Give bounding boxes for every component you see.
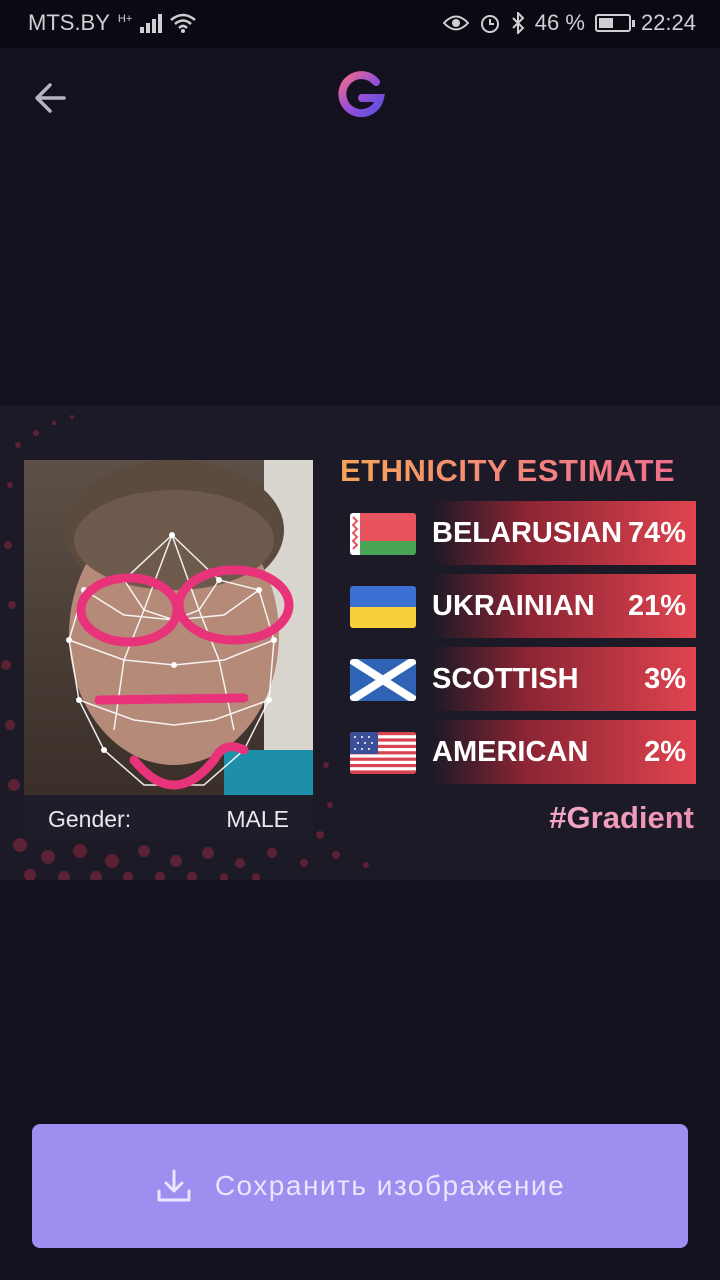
percentage-bar bbox=[432, 574, 696, 638]
battery-icon bbox=[594, 14, 635, 32]
ethnicity-name: AMERICAN bbox=[432, 736, 589, 768]
ethnicity-name: SCOTTISH bbox=[432, 663, 579, 695]
ethnicity-row-ukrainian: UKRAINIAN 21% bbox=[340, 574, 696, 638]
percentage-bar bbox=[432, 501, 696, 565]
ethnicity-percent: 74% bbox=[627, 517, 686, 549]
ethnicity-result-card: Gender: MALE ETHNICITY ESTIMATE BELARUSI… bbox=[0, 405, 720, 880]
ethnicity-name: UKRAINIAN bbox=[432, 590, 595, 622]
gradient-hashtag: #Gradient bbox=[549, 800, 694, 835]
percentage-bar bbox=[432, 647, 696, 711]
gradient-logo-icon bbox=[338, 71, 385, 118]
ethnicity-percent: 2% bbox=[644, 736, 686, 768]
percentage-bar bbox=[432, 720, 696, 784]
save-button-label: Сохранить изображение bbox=[214, 1170, 566, 1201]
bluetooth-icon bbox=[512, 12, 525, 34]
signal-icon bbox=[140, 13, 163, 33]
arrow-left-icon[interactable] bbox=[30, 76, 74, 120]
flag-scotland-icon bbox=[350, 659, 416, 701]
alarm-icon bbox=[480, 15, 499, 33]
face-mesh-image bbox=[24, 460, 313, 795]
status-bar: MTS.BY H+ 46 % 22:24 bbox=[0, 0, 720, 48]
status-right: 46 % 22:24 bbox=[442, 10, 696, 36]
gender-bar: Gender: MALE bbox=[24, 795, 313, 839]
ethnicity-percent: 3% bbox=[644, 663, 686, 695]
estimate-title: ETHNICITY ESTIMATE bbox=[340, 453, 676, 488]
gender-label: Gender: bbox=[48, 806, 132, 832]
gender-value: MALE bbox=[226, 806, 289, 832]
wifi-icon bbox=[170, 13, 197, 33]
eye-icon bbox=[442, 15, 469, 31]
save-image-button[interactable]: Сохранить изображение bbox=[32, 1124, 688, 1248]
dot-pattern-decoration bbox=[1, 415, 369, 880]
app-bar bbox=[0, 48, 720, 148]
network-type: H+ bbox=[117, 13, 133, 25]
face-photo bbox=[24, 460, 313, 795]
download-icon bbox=[157, 1169, 191, 1202]
ethnicity-row-belarusian: BELARUSIAN 74% bbox=[340, 501, 696, 565]
ethnicity-row-american: AMERICAN 2% bbox=[340, 720, 696, 784]
status-left: MTS.BY H+ bbox=[28, 10, 197, 36]
flag-usa-icon bbox=[350, 732, 416, 774]
flag-belarus-icon bbox=[350, 513, 416, 555]
clock: 22:24 bbox=[640, 10, 696, 35]
flag-ukraine-icon bbox=[350, 586, 416, 628]
ethnicity-percent: 21% bbox=[627, 590, 686, 622]
battery-percent: 46 % bbox=[534, 10, 585, 35]
ethnicity-name: BELARUSIAN bbox=[432, 517, 623, 549]
ethnicity-row-scottish: SCOTTISH 3% bbox=[340, 647, 696, 711]
carrier-name: MTS.BY bbox=[28, 10, 110, 35]
